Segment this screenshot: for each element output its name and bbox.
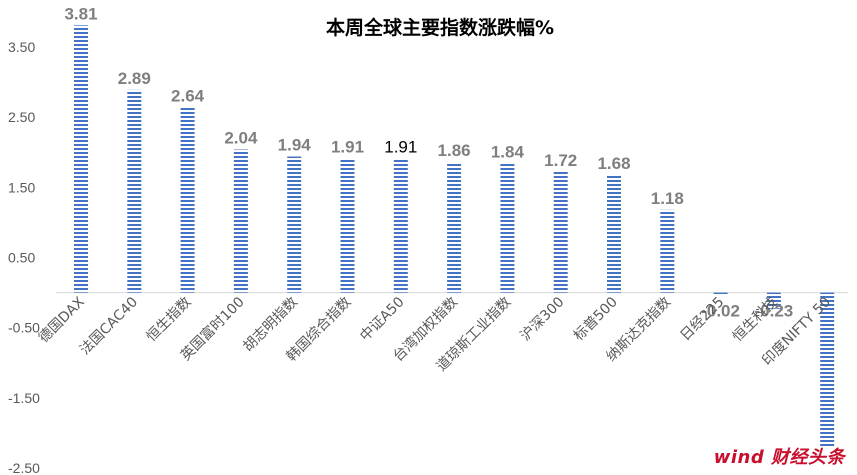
data-label: 3.81 <box>64 4 97 23</box>
bar <box>340 158 355 293</box>
y-tick-label: -1.50 <box>8 390 40 406</box>
data-label: 1.91 <box>331 138 364 157</box>
bar <box>447 162 462 293</box>
y-tick-label: 0.50 <box>8 250 35 266</box>
data-label: -0.02 <box>701 302 740 321</box>
y-tick-label: 2.50 <box>8 109 35 125</box>
data-label: 1.84 <box>491 143 525 162</box>
chart-title: 本周全球主要指数涨跌幅% <box>326 16 554 39</box>
data-label: -0.23 <box>755 302 794 321</box>
bar <box>393 158 408 293</box>
y-tick-label: 3.50 <box>8 39 35 55</box>
y-tick-label: -2.50 <box>8 460 40 475</box>
data-label: 1.72 <box>544 151 577 170</box>
category-label: 沪深300 <box>518 294 568 344</box>
bar <box>500 163 515 293</box>
watermark: wind 财经头条 <box>713 447 845 468</box>
category-label: 德国DAX <box>36 294 88 346</box>
data-label: 1.91 <box>384 138 417 157</box>
y-tick-label: 1.50 <box>8 179 35 195</box>
bar <box>180 107 195 293</box>
bar <box>127 89 142 293</box>
category-label: 恒生指数 <box>144 294 195 345</box>
data-labels: 3.81 2.89 2.64 2.04 1.94 1.91 1.91 1.86 1.84 1.72… <box>64 4 793 320</box>
data-label: 1.94 <box>278 136 312 155</box>
bar <box>607 174 621 293</box>
bar <box>713 292 728 295</box>
data-label: 2.04 <box>224 129 258 148</box>
y-tick-label: -0.50 <box>8 320 40 336</box>
bar <box>287 156 302 293</box>
y-axis: 3.50 2.50 1.50 0.50 -0.50 -1.50 -2.50 <box>8 39 40 475</box>
category-label: 法国CAC40 <box>77 294 141 358</box>
bar <box>74 25 88 293</box>
data-label: 1.18 <box>651 189 684 208</box>
bars <box>74 25 835 447</box>
bar <box>820 292 835 447</box>
bar <box>766 292 781 309</box>
data-label: 1.86 <box>438 141 471 160</box>
bar <box>553 171 568 293</box>
data-label: 2.89 <box>118 69 151 88</box>
data-label: 2.64 <box>171 86 205 105</box>
bar <box>233 149 248 293</box>
category-label: 中证A50 <box>357 294 407 344</box>
category-label: 标普500 <box>571 294 621 344</box>
bar <box>660 209 675 293</box>
data-label: 1.68 <box>597 154 630 173</box>
